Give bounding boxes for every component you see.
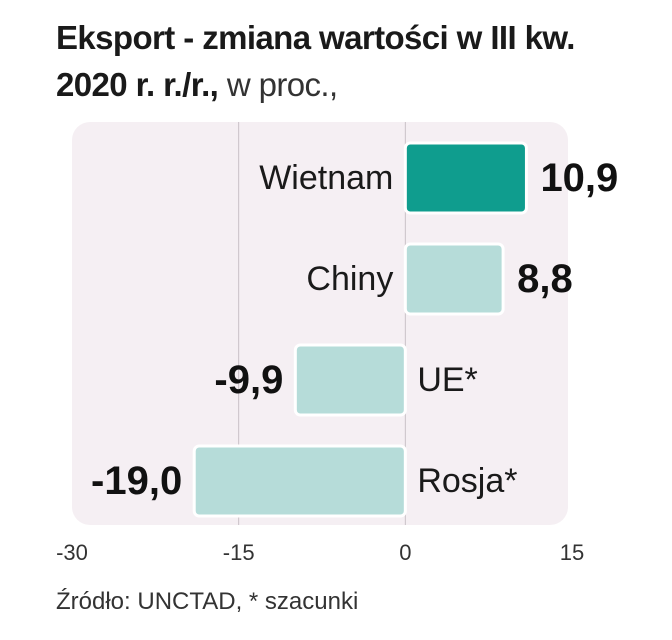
- labels: Wietnam 10,9 Chiny 8,8 UE* -9,9 Rosja* -19,0: [91, 156, 618, 503]
- chart-title-line-1: Eksport - zmiana wartości w III kw.: [56, 19, 575, 56]
- category-label: Chiny: [306, 260, 393, 298]
- bar: [403, 141, 528, 215]
- value-label: -9,9: [214, 358, 283, 402]
- bars: [192, 141, 528, 518]
- x-tick-label: -30: [56, 540, 88, 565]
- bar: [192, 444, 407, 518]
- x-axis-ticks: -30 -15 0 15: [56, 540, 584, 565]
- chart-unit: w proc.,: [218, 66, 338, 103]
- value-label: 8,8: [517, 257, 573, 301]
- category-label: Wietnam: [259, 159, 393, 197]
- value-label: -19,0: [91, 459, 182, 503]
- plot-background: [72, 122, 568, 525]
- value-label: 10,9: [540, 156, 618, 200]
- bar: [403, 242, 505, 316]
- chart-title: Eksport - zmiana wartości w III kw. 2020 …: [56, 14, 656, 108]
- x-tick-label: 0: [399, 540, 411, 565]
- category-label: UE*: [417, 361, 477, 399]
- bar: [293, 343, 407, 417]
- x-tick-label: 15: [560, 540, 584, 565]
- category-label: Rosja*: [417, 462, 517, 500]
- source-note: Źródło: UNCTAD, * szacunki: [56, 588, 359, 615]
- x-tick-label: -15: [223, 540, 255, 565]
- chart-title-line-2: 2020 r. r./r.,: [56, 66, 219, 103]
